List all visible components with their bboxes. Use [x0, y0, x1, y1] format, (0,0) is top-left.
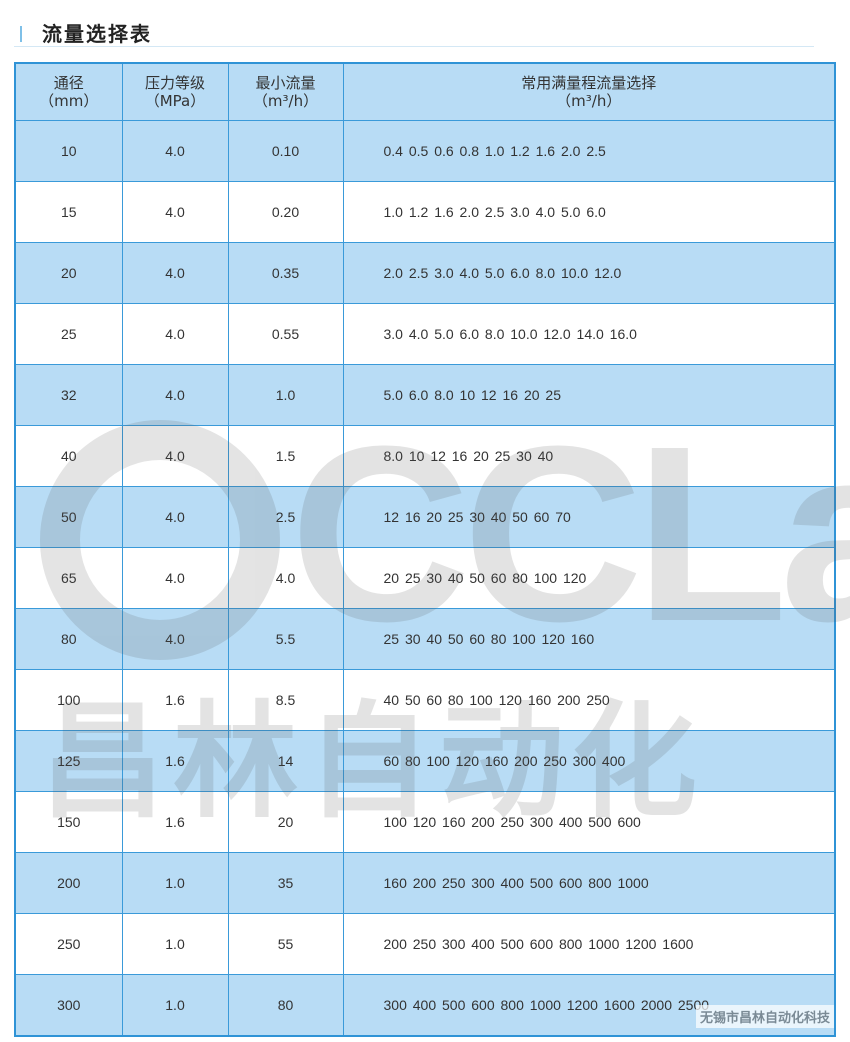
cell-pressure: 4.0 [121, 425, 229, 487]
cell-min: 20 [227, 791, 344, 853]
column-header-label: 压力等级 [144, 74, 205, 92]
cell-min: 80 [227, 974, 344, 1037]
cell-min: 0.20 [227, 181, 344, 243]
cell-flows: 0.4 0.5 0.6 0.8 1.0 1.2 1.6 2.0 2.5 [342, 120, 836, 182]
flow-selection-table: 通径 （mm） 压力等级 （MPa） 最小流量 （m³/h） 常用满量程流量选择 （m³/h）… [14, 62, 836, 1037]
cell-pressure: 1.6 [121, 730, 229, 792]
cell-dn: 150 [14, 791, 123, 853]
column-header: 最小流量 （m³/h） [227, 62, 344, 121]
cell-dn: 15 [14, 181, 123, 243]
cell-min: 0.55 [227, 303, 344, 365]
column-header: 通径 （mm） [14, 62, 123, 121]
table-row: 125 1.6 14 60 80 100 120 160 200 250 300 40… [14, 730, 836, 792]
column-header: 常用满量程流量选择 （m³/h） [342, 62, 836, 121]
column-header-unit: （m³/h） [556, 92, 622, 110]
cell-dn: 100 [14, 669, 123, 731]
cell-pressure: 4.0 [121, 120, 229, 182]
cell-flows: 5.0 6.0 8.0 10 12 16 20 25 [342, 364, 836, 426]
cell-pressure: 4.0 [121, 242, 229, 304]
cell-dn: 40 [14, 425, 123, 487]
column-header-label: 通径 [53, 74, 84, 92]
table-row: 25 4.0 0.55 3.0 4.0 5.0 6.0 8.0 10.0 12.0 1… [14, 303, 836, 365]
cell-min: 8.5 [227, 669, 344, 731]
company-footer: 无锡市昌林自动化科技 [695, 1005, 834, 1028]
cell-dn: 25 [14, 303, 123, 365]
table-row: 20 4.0 0.35 2.0 2.5 3.0 4.0 5.0 6.0 8.0 10.… [14, 242, 836, 304]
column-header: 压力等级 （MPa） [121, 62, 229, 121]
cell-flows: 12 16 20 25 30 40 50 60 70 [342, 486, 836, 548]
cell-min: 2.5 [227, 486, 344, 548]
cell-min: 14 [227, 730, 344, 792]
cell-flows: 3.0 4.0 5.0 6.0 8.0 10.0 12.0 14.0 16.0 [342, 303, 836, 365]
cell-dn: 300 [14, 974, 123, 1037]
cell-flows: 40 50 60 80 100 120 160 200 250 [342, 669, 836, 731]
cell-dn: 10 [14, 120, 123, 182]
table-row: 250 1.0 55 200 250 300 400 500 600 800 1000… [14, 913, 836, 975]
table-row: 50 4.0 2.5 12 16 20 25 30 40 50 60 70 [14, 486, 836, 548]
cell-flows: 8.0 10 12 16 20 25 30 40 [342, 425, 836, 487]
cell-min: 5.5 [227, 608, 344, 670]
cell-pressure: 4.0 [121, 486, 229, 548]
cell-min: 55 [227, 913, 344, 975]
column-header-label: 最小流量 [255, 74, 316, 92]
table-row: 15 4.0 0.20 1.0 1.2 1.6 2.0 2.5 3.0 4.0 5.0… [14, 181, 836, 243]
cell-pressure: 4.0 [121, 364, 229, 426]
cell-flows: 200 250 300 400 500 600 800 1000 1200 16… [342, 913, 836, 975]
cell-dn: 125 [14, 730, 123, 792]
cell-dn: 65 [14, 547, 123, 609]
cell-dn: 250 [14, 913, 123, 975]
cell-flows: 160 200 250 300 400 500 600 800 1000 [342, 852, 836, 914]
column-header-unit: （mm） [39, 92, 99, 110]
cell-pressure: 1.0 [121, 852, 229, 914]
cell-dn: 80 [14, 608, 123, 670]
cell-dn: 200 [14, 852, 123, 914]
table-row: 200 1.0 35 160 200 250 300 400 500 600 800 … [14, 852, 836, 914]
cell-pressure: 1.6 [121, 669, 229, 731]
cell-dn: 20 [14, 242, 123, 304]
cell-flows: 100 120 160 200 250 300 400 500 600 [342, 791, 836, 853]
cell-flows: 2.0 2.5 3.0 4.0 5.0 6.0 8.0 10.0 12.0 [342, 242, 836, 304]
table-row: 150 1.6 20 100 120 160 200 250 300 400 500 … [14, 791, 836, 853]
table-row: 40 4.0 1.5 8.0 10 12 16 20 25 30 40 [14, 425, 836, 487]
cell-pressure: 4.0 [121, 608, 229, 670]
table-header-row: 通径 （mm） 压力等级 （MPa） 最小流量 （m³/h） 常用满量程流量选择 （m³/h） [14, 62, 836, 121]
cell-pressure: 1.6 [121, 791, 229, 853]
title-accent-bar [20, 26, 22, 42]
table-row: 100 1.6 8.5 40 50 60 80 100 120 160 200 250 [14, 669, 836, 731]
cell-pressure: 4.0 [121, 303, 229, 365]
column-header-label: 常用满量程流量选择 [521, 74, 657, 92]
cell-min: 35 [227, 852, 344, 914]
cell-dn: 32 [14, 364, 123, 426]
cell-flows: 60 80 100 120 160 200 250 300 400 [342, 730, 836, 792]
cell-flows: 25 30 40 50 60 80 100 120 160 [342, 608, 836, 670]
column-header-unit: （m³/h） [252, 92, 319, 110]
section-header: 流量选择表 [14, 14, 814, 47]
cell-flows: 1.0 1.2 1.6 2.0 2.5 3.0 4.0 5.0 6.0 [342, 181, 836, 243]
cell-pressure: 1.0 [121, 913, 229, 975]
cell-flows: 20 25 30 40 50 60 80 100 120 [342, 547, 836, 609]
cell-min: 0.35 [227, 242, 344, 304]
column-header-unit: （MPa） [144, 92, 206, 110]
table-row: 65 4.0 4.0 20 25 30 40 50 60 80 100 120 [14, 547, 836, 609]
table-row: 32 4.0 1.0 5.0 6.0 8.0 10 12 16 20 25 [14, 364, 836, 426]
cell-pressure: 4.0 [121, 181, 229, 243]
cell-dn: 50 [14, 486, 123, 548]
cell-pressure: 1.0 [121, 974, 229, 1037]
table-row: 80 4.0 5.5 25 30 40 50 60 80 100 120 160 [14, 608, 836, 670]
cell-min: 1.5 [227, 425, 344, 487]
cell-min: 1.0 [227, 364, 344, 426]
cell-pressure: 4.0 [121, 547, 229, 609]
cell-min: 4.0 [227, 547, 344, 609]
page-title: 流量选择表 [42, 22, 152, 46]
table-row: 10 4.0 0.10 0.4 0.5 0.6 0.8 1.0 1.2 1.6 2.0… [14, 120, 836, 182]
cell-min: 0.10 [227, 120, 344, 182]
